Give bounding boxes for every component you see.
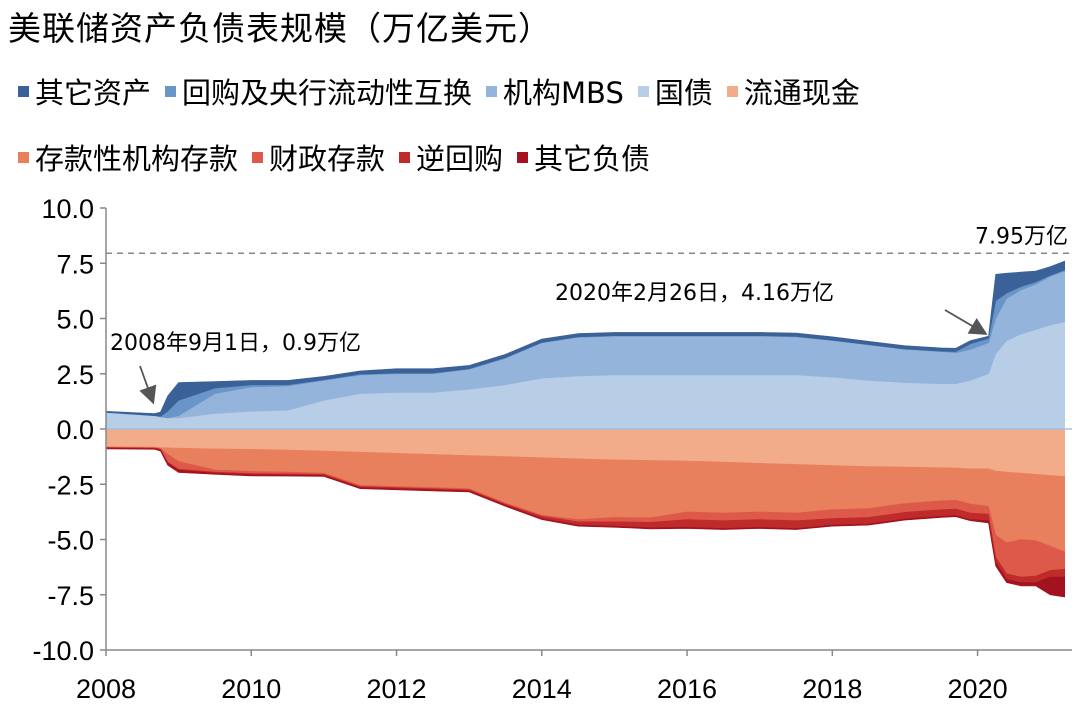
y-tick-label: 7.5	[56, 249, 94, 279]
chart-areas	[105, 260, 1065, 598]
legend-label: 逆回购	[416, 142, 504, 176]
legend-label: 其它负债	[534, 142, 651, 176]
x-tick-label: 2012	[366, 674, 426, 704]
y-tick-label: -5.0	[47, 526, 94, 556]
legend-label: 回购及央行流动性互换	[182, 76, 473, 110]
legend-row-2: 存款性机构存款 财政存款 逆回购 其它负债	[18, 136, 664, 178]
legend-swatch	[165, 85, 177, 97]
legend-swatch	[18, 151, 29, 163]
legend-item-depository-deposits: 存款性机构存款	[18, 136, 238, 178]
x-tick-label: 2020	[948, 674, 1008, 704]
x-tick-label: 2018	[802, 674, 862, 704]
y-tick-label: -2.5	[47, 470, 94, 500]
y-tick-label: 5.0	[56, 305, 94, 335]
legend-swatch	[517, 151, 529, 163]
annotation-2008: 2008年9月1日，0.9万亿	[110, 331, 361, 356]
legend-swatch	[726, 85, 738, 97]
legend-label: 流通现金	[743, 76, 860, 110]
legend-label: 机构MBS	[503, 76, 624, 110]
legend-item-repo-swaps: 回购及央行流动性互换	[165, 70, 472, 112]
chart-annotations: 7.95万亿 2008年9月1日，0.9万亿 2020年2月26日，4.16万亿	[110, 224, 1068, 405]
legend-swatch	[486, 85, 498, 97]
legend-item-other-assets: 其它资产	[18, 70, 151, 112]
legend-item-other-liabilities: 其它负债	[517, 136, 650, 178]
annotation-2020-arrow	[944, 309, 988, 335]
asset-area-3	[105, 260, 1065, 417]
legend-swatch	[18, 85, 29, 97]
legend-item-treasury-deposits: 财政存款	[252, 136, 385, 178]
legend-item-currency: 流通现金	[726, 70, 860, 112]
legend-swatch	[637, 85, 649, 97]
legend-item-agency-mbs: 机构MBS	[486, 70, 624, 112]
y-tick-label: 2.5	[56, 360, 94, 390]
x-tick-label: 2010	[221, 674, 281, 704]
legend-label: 存款性机构存款	[35, 142, 239, 176]
liability-area-4	[105, 447, 1065, 598]
y-tick-label: 0.0	[56, 415, 94, 445]
y-tick-label: -7.5	[47, 581, 94, 611]
legend-item-treasuries: 国债	[637, 70, 713, 112]
y-tick-label: -10.0	[32, 636, 94, 666]
chart-axes: 10.0 7.5 5.0 2.5 0.0 -2.5 -5.0 -7.5 -10.0 2008 201…	[32, 194, 1072, 704]
legend-label: 国债	[654, 76, 713, 110]
annotation-2008-arrow	[139, 365, 157, 405]
annotation-2020: 2020年2月26日，4.16万亿	[555, 281, 834, 306]
chart-title: 美联储资产负债表规模（万亿美元）	[8, 9, 552, 48]
x-tick-label: 2008	[76, 674, 136, 704]
legend-label: 其它资产	[35, 76, 152, 110]
legend-swatch	[399, 151, 411, 163]
reference-line-label: 7.95万亿	[975, 224, 1068, 249]
y-tick-label: 10.0	[41, 194, 94, 224]
legend-swatch	[252, 151, 264, 163]
legend-row-1: 其它资产 回购及央行流动性互换 机构MBS 国债 流通现金	[18, 70, 874, 112]
legend-item-reverse-repo: 逆回购	[399, 136, 503, 178]
x-tick-label: 2014	[512, 674, 572, 704]
x-tick-label: 2016	[657, 674, 717, 704]
legend-label: 财政存款	[269, 142, 386, 176]
